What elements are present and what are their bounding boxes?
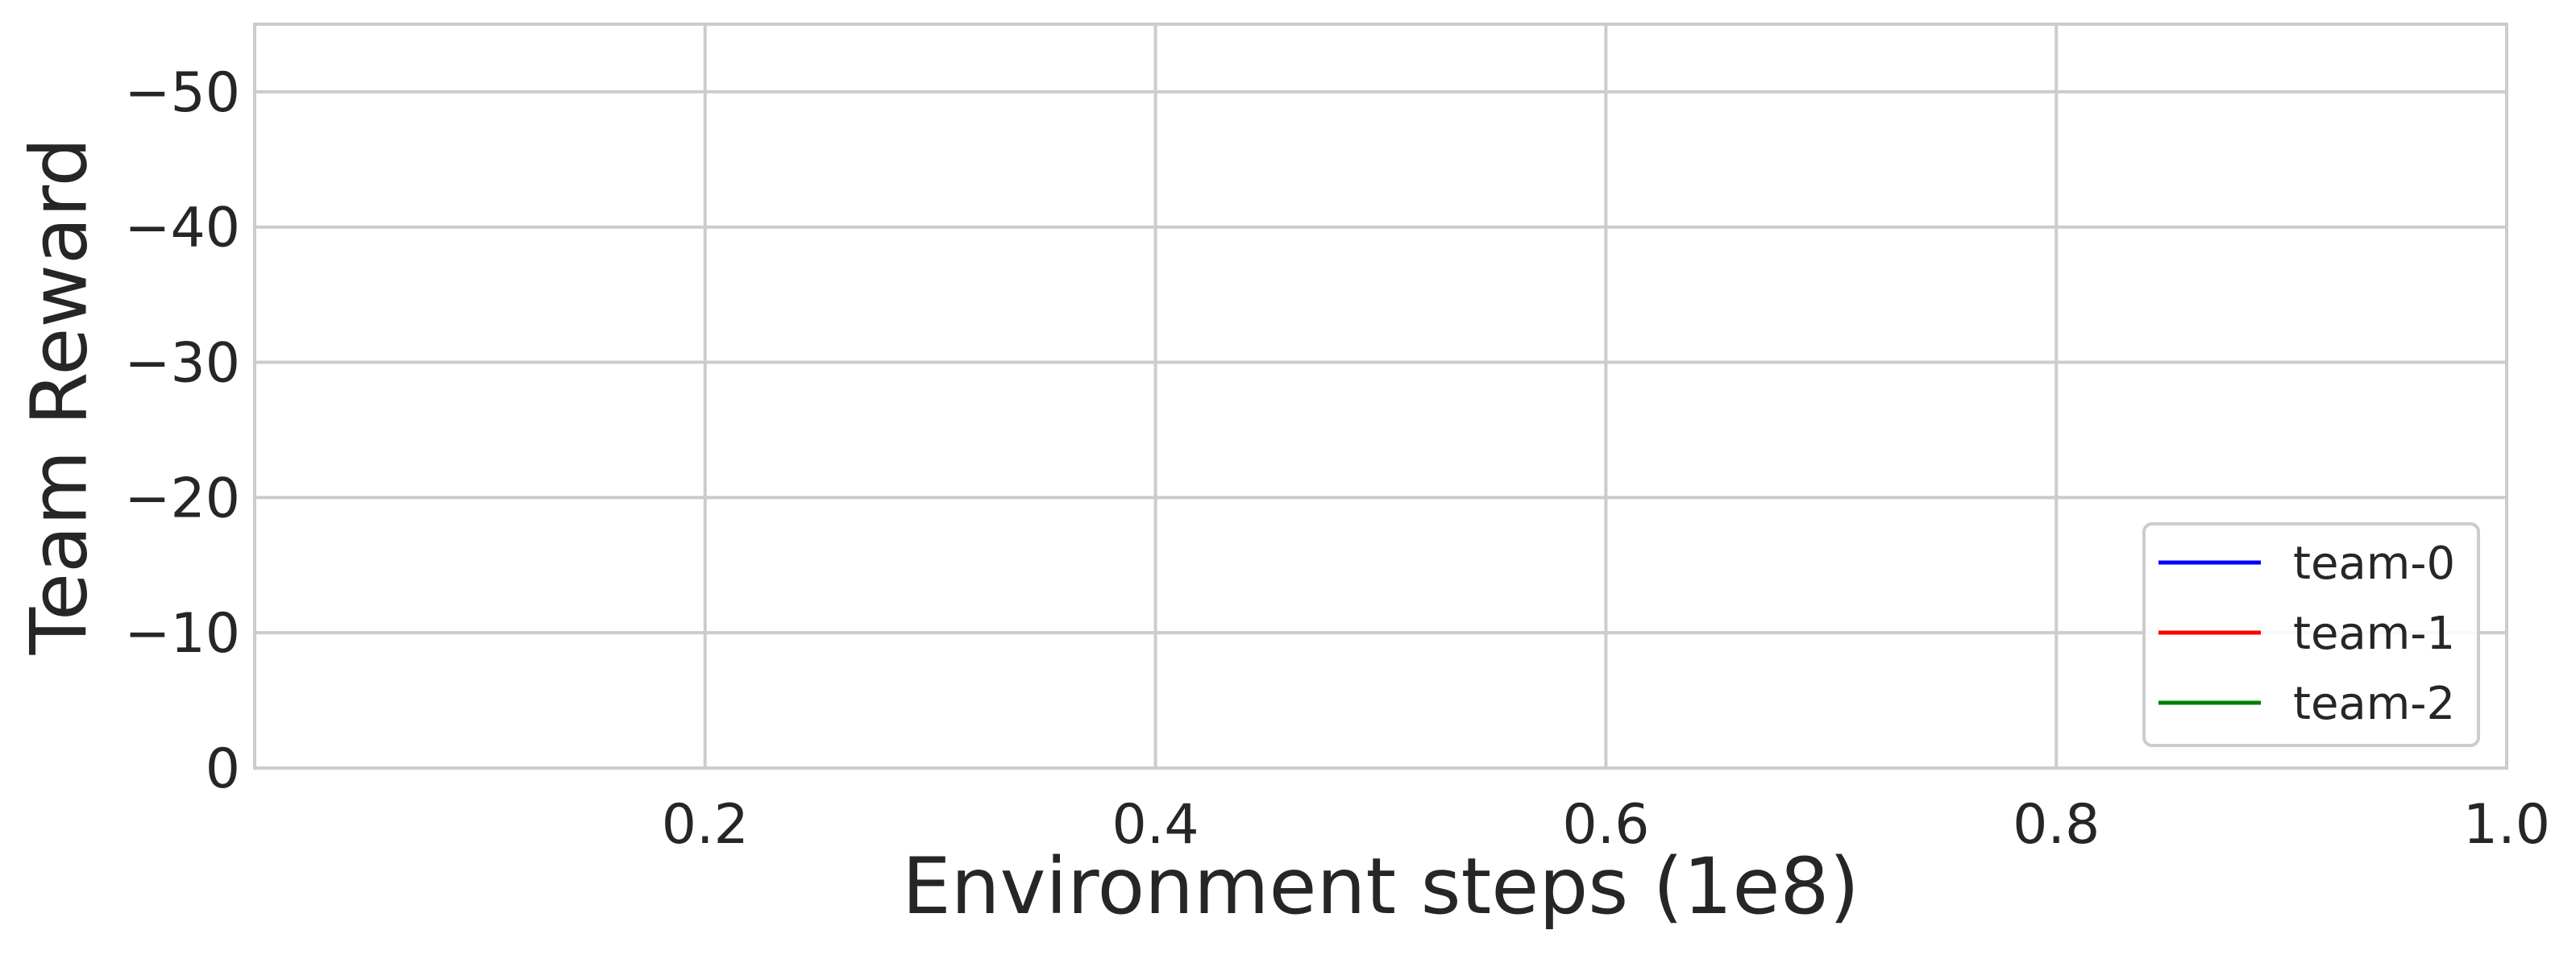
x-tick-label: 0.6 [1562, 793, 1649, 857]
legend-box [2142, 522, 2480, 747]
legend-label: team-1 [2293, 608, 2455, 660]
y-tick-labels: 0 −10 −20 −30 −40 −50 [124, 61, 240, 801]
x-tick-label: 0.4 [1112, 793, 1199, 857]
y-tick-label: −50 [124, 61, 240, 125]
legend-label: team-2 [2293, 678, 2455, 730]
x-tick-label: 0.8 [2013, 793, 2100, 857]
y-tick-label: −10 [124, 602, 240, 666]
x-tick-label: 0.2 [662, 793, 749, 857]
y-axis-title: Team Reward [14, 138, 104, 656]
x-tick-label: 1.0 [2463, 793, 2550, 857]
x-axis-title: Environment steps (1e8) [902, 841, 1859, 932]
y-tick-label: −40 [124, 197, 240, 260]
y-tick-label: −20 [124, 467, 240, 530]
x-tick-labels: 0.2 0.4 0.6 0.8 1.0 [662, 793, 2550, 857]
legend-label: team-0 [2293, 538, 2455, 590]
plot-area-frame [253, 23, 2508, 770]
y-tick-label: 0 [206, 737, 240, 801]
legend: team-0 team-1 team-2 [2142, 522, 2480, 747]
y-tick-label: −30 [124, 332, 240, 396]
